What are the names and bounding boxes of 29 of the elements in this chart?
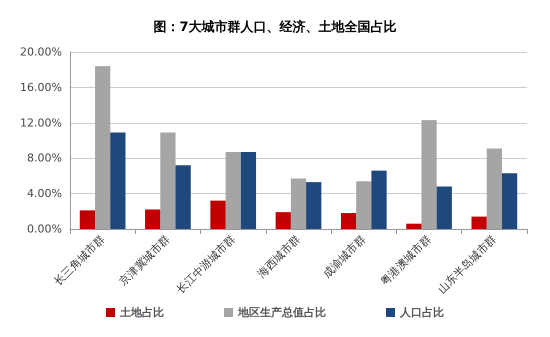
x-tick-label: 粤港澳城市群 (378, 232, 434, 288)
y-tick-label: 20.00% (20, 46, 62, 58)
bar (80, 210, 96, 229)
bar (371, 170, 387, 229)
bar (306, 182, 322, 229)
bar (145, 210, 160, 229)
bar (210, 200, 226, 229)
bar (406, 224, 422, 229)
bar (240, 152, 256, 229)
y-tick-label: 12.00% (20, 116, 62, 130)
bar (176, 165, 191, 229)
x-tick-label: 长江中游城市群 (174, 232, 238, 296)
y-tick-label: 16.00% (20, 80, 62, 94)
bar (502, 173, 518, 229)
x-tick-label: 山东半岛城市群 (435, 232, 499, 296)
chart-title: 图：7大城市群人口、经济、土地全国占比 (153, 19, 397, 35)
legend-label: 人口占比 (399, 306, 444, 319)
x-tick-label: 京津冀城市群 (116, 232, 173, 288)
legend-label: 地区生产总值占比 (237, 306, 326, 319)
bar (340, 213, 356, 229)
y-tick-label: 4.00% (27, 187, 62, 200)
y-tick-label: 8.00% (27, 152, 62, 165)
bar (472, 216, 487, 229)
bar (276, 212, 291, 229)
legend-label: 土地占比 (119, 306, 164, 319)
x-tick-label: 成渝城市群 (320, 232, 368, 280)
x-tick-label: 海西城市群 (255, 232, 304, 280)
bar (110, 132, 126, 229)
bar (436, 186, 452, 229)
